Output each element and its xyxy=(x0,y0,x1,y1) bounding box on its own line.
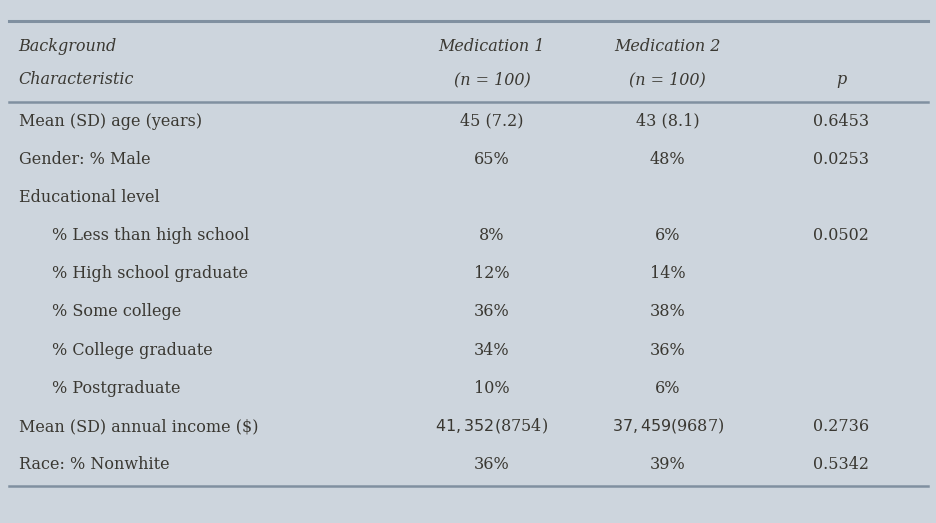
Text: (n = 100): (n = 100) xyxy=(629,71,705,88)
Text: 0.2736: 0.2736 xyxy=(812,418,868,435)
Text: 10%: 10% xyxy=(474,380,509,397)
Text: Background: Background xyxy=(19,38,117,54)
Text: 36%: 36% xyxy=(474,456,509,473)
Text: 48%: 48% xyxy=(649,151,685,168)
Text: % Some college: % Some college xyxy=(51,303,181,321)
Text: 0.5342: 0.5342 xyxy=(812,456,868,473)
Text: 45 (7.2): 45 (7.2) xyxy=(460,112,523,130)
Text: 0.0253: 0.0253 xyxy=(812,151,868,168)
Text: Race: % Nonwhite: Race: % Nonwhite xyxy=(19,456,169,473)
Text: 0.0502: 0.0502 xyxy=(812,227,868,244)
Text: % Less than high school: % Less than high school xyxy=(51,227,249,244)
Text: 6%: 6% xyxy=(654,227,680,244)
Text: 36%: 36% xyxy=(649,342,685,359)
Text: 36%: 36% xyxy=(474,303,509,321)
Text: % High school graduate: % High school graduate xyxy=(51,265,247,282)
Text: $37,459 ($9687): $37,459 ($9687) xyxy=(611,417,723,436)
Text: 0.6453: 0.6453 xyxy=(812,112,868,130)
Text: 6%: 6% xyxy=(654,380,680,397)
Text: Characteristic: Characteristic xyxy=(19,71,134,88)
Text: 8%: 8% xyxy=(478,227,505,244)
Text: % College graduate: % College graduate xyxy=(51,342,212,359)
Text: Mean (SD) age (years): Mean (SD) age (years) xyxy=(19,112,201,130)
Text: 38%: 38% xyxy=(649,303,685,321)
Text: Mean (SD) annual income ($): Mean (SD) annual income ($) xyxy=(19,418,258,435)
Text: 43 (8.1): 43 (8.1) xyxy=(636,112,698,130)
Text: 39%: 39% xyxy=(649,456,685,473)
Text: p: p xyxy=(835,71,845,88)
Text: Educational level: Educational level xyxy=(19,189,159,206)
Text: (n = 100): (n = 100) xyxy=(453,71,530,88)
Text: Medication 2: Medication 2 xyxy=(614,38,720,54)
Text: 12%: 12% xyxy=(474,265,509,282)
Text: 14%: 14% xyxy=(649,265,685,282)
Text: Medication 1: Medication 1 xyxy=(438,38,545,54)
Text: 34%: 34% xyxy=(474,342,509,359)
Text: Gender: % Male: Gender: % Male xyxy=(19,151,150,168)
Text: % Postgraduate: % Postgraduate xyxy=(51,380,180,397)
Text: $41,352 ($8754): $41,352 ($8754) xyxy=(435,417,548,436)
Text: 65%: 65% xyxy=(474,151,509,168)
